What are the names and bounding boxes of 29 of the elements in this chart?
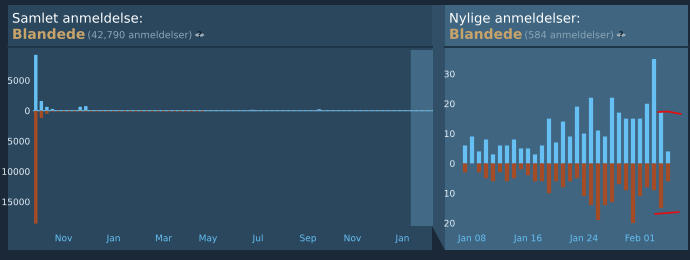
y-tick-label: 5000 [8,138,30,145]
text: (42,790 anmeldelser) [88,30,192,40]
x-tick-label: Jan 16 [513,234,542,243]
x-tick-label: Jan [395,234,409,243]
y-tick-label: 15000 [2,198,30,206]
text: (584 anmeldelser) [525,30,613,40]
y-tick-label: 20 [444,220,455,227]
y-tick-label: 20 [444,100,455,108]
x-tick-label: Jan [106,234,120,243]
chart-title: Samlet anmeldelse: [12,12,142,23]
x-tick-label: Nov [56,234,72,242]
x-tick-label: Jan 08 [457,234,486,243]
x-tick-label: May [200,234,218,244]
x-tick-label: Sep [300,234,316,244]
chart-subtitle: Blandede [13,28,85,40]
y-tick-label: 0 [450,160,455,167]
x-tick-label: Nov [344,234,361,242]
y-tick-label: 10000 [2,168,30,175]
chart-subtitle: Blandede [450,28,522,40]
y-tick-label: 30 [444,70,455,78]
y-tick-label: 10 [444,190,455,197]
x-tick-label: Mar [156,234,172,242]
x-tick-label: Jan 24 [569,234,598,243]
y-tick-label: 0 [25,107,30,114]
chart-title: Nylige anmeldelser: [450,12,580,26]
x-tick-label: Feb 01 [626,234,654,242]
y-tick-label: 5000 [8,77,30,84]
x-tick-label: Jul [252,234,263,243]
y-tick-label: 10 [444,130,455,138]
